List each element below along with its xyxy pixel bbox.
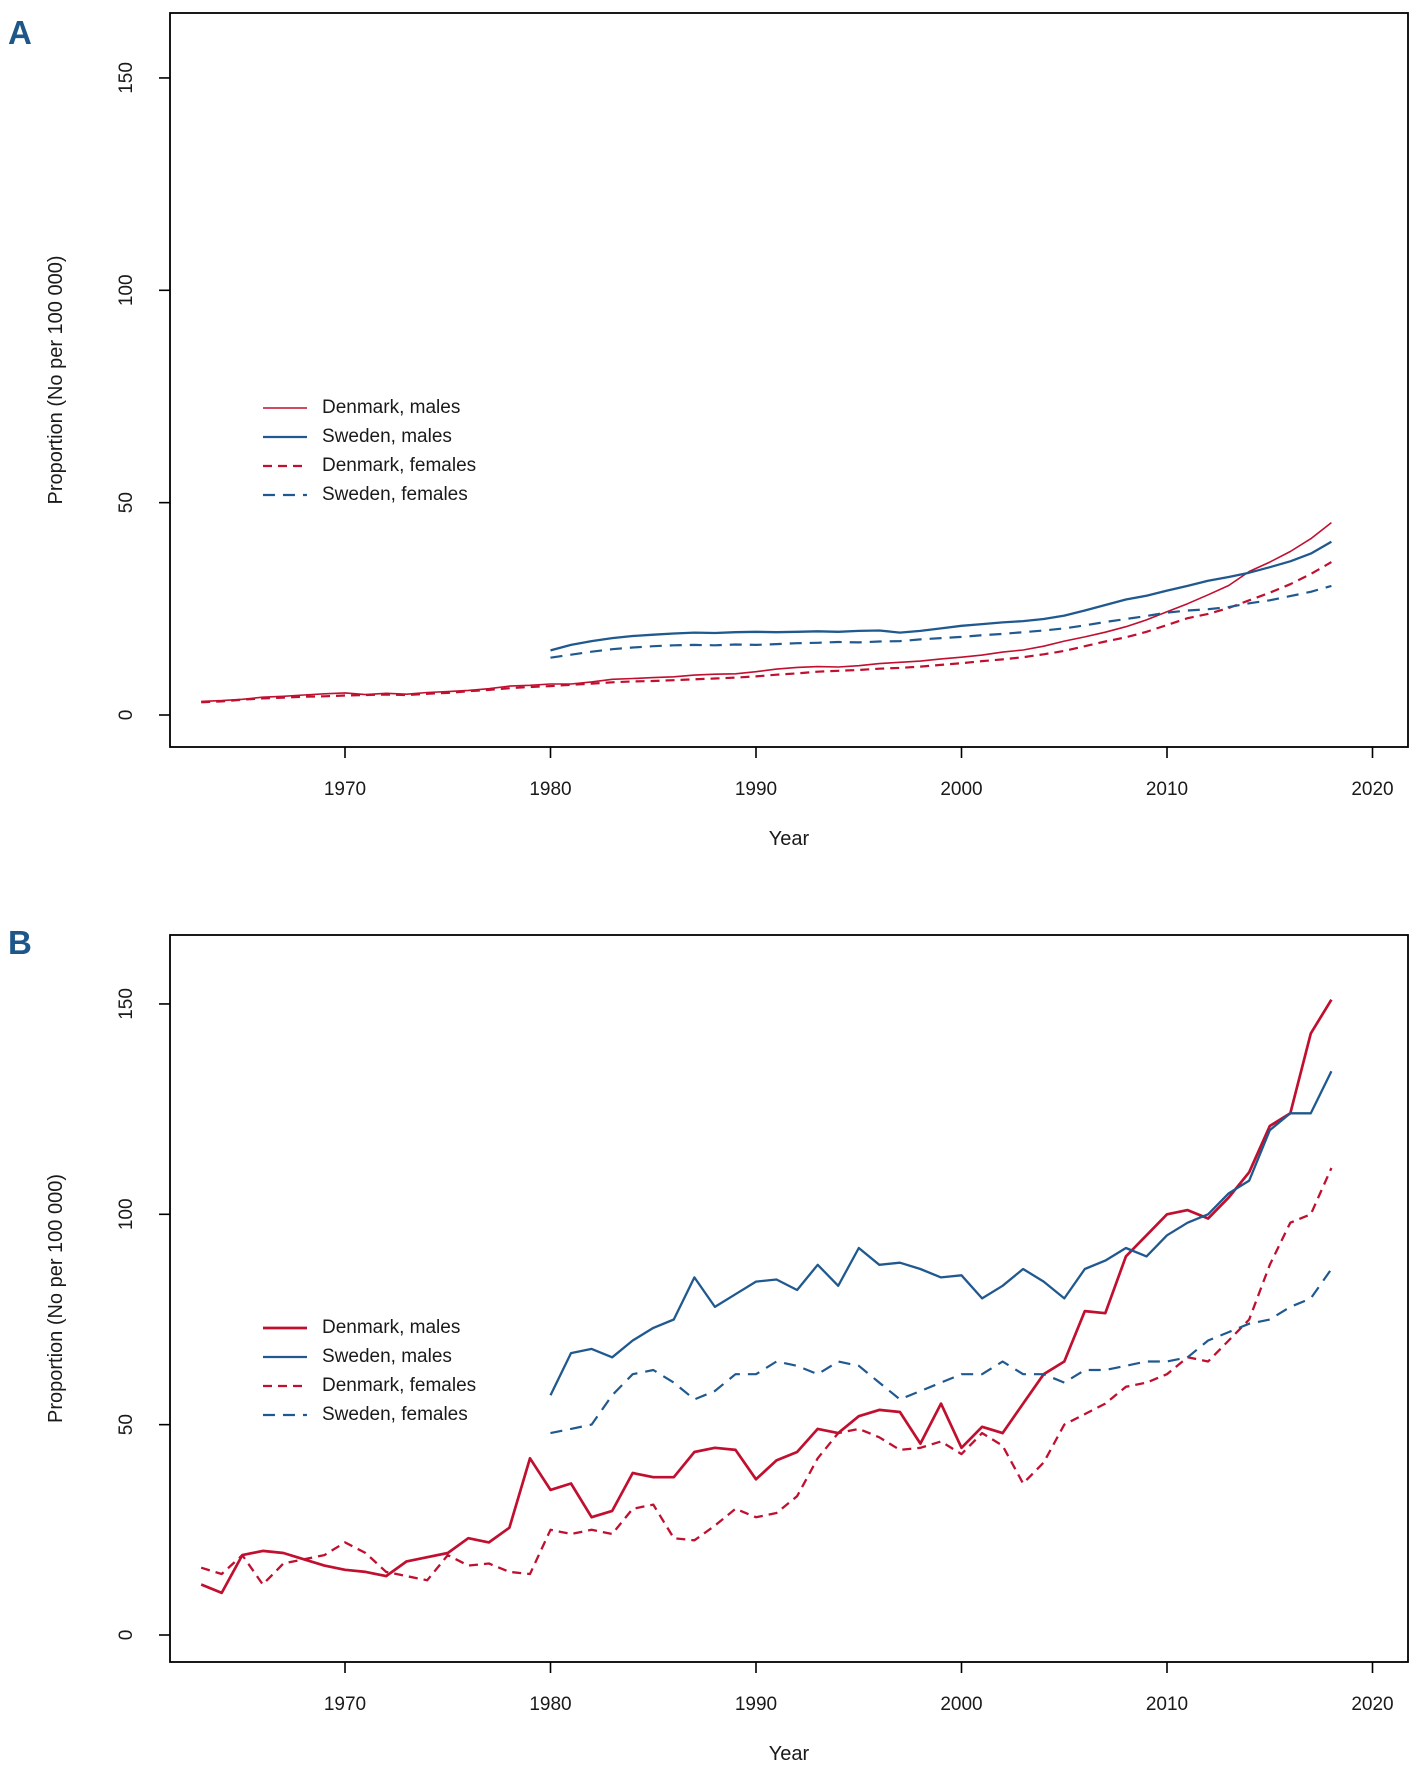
- legend-label: Sweden, females: [322, 1403, 468, 1425]
- legend-label: Sweden, males: [322, 425, 452, 447]
- legend-label: Denmark, females: [322, 454, 477, 476]
- x-tick-label: 1970: [324, 1694, 366, 1715]
- x-tick-label: 2000: [940, 779, 982, 800]
- legend-item-denmark-females: Denmark, females: [262, 451, 476, 480]
- sweden-males-line-sample: [263, 435, 307, 438]
- series-denmark-males: [200, 998, 1333, 1595]
- denmark-females-line-sample: [263, 1384, 307, 1387]
- legend-item-denmark-males: Denmark, males: [262, 393, 476, 422]
- legend-label: Denmark, males: [322, 1316, 461, 1338]
- legend-label: Denmark, females: [322, 1374, 477, 1396]
- plot-border: [169, 12, 1409, 748]
- denmark-males-line-sample: [263, 406, 307, 409]
- y-tick-label: 100: [116, 274, 137, 306]
- y-tick-label: 100: [116, 1198, 137, 1230]
- x-tick-label: 1970: [324, 779, 366, 800]
- legend-label: Denmark, males: [322, 396, 461, 418]
- x-tick-label: 1990: [735, 1694, 777, 1715]
- y-tick-label: 150: [116, 62, 137, 94]
- y-axis-title: Proportion (No per 100 000): [45, 1174, 67, 1423]
- legend-item-sweden-males: Sweden, males: [262, 422, 476, 451]
- legend-item-sweden-females: Sweden, females: [262, 480, 476, 509]
- y-tick-label: 50: [116, 492, 137, 513]
- y-tick-label: 150: [116, 988, 137, 1020]
- x-tick-label: 2020: [1351, 779, 1393, 800]
- x-tick-label: 2000: [940, 1694, 982, 1715]
- y-tick-label: 50: [116, 1414, 137, 1435]
- legend-item-sweden-females: Sweden, females: [262, 1400, 476, 1429]
- y-tick-label: 0: [116, 710, 137, 721]
- series-sweden-females: [550, 584, 1332, 659]
- panel-b-plot: 1970 1980 1990 2000 2010 2020 0 50 100 150 Year Pro…: [45, 934, 1409, 1765]
- x-tick-label: 1990: [735, 779, 777, 800]
- sweden-females-line-sample: [263, 1413, 307, 1416]
- plot-border: [169, 934, 1409, 1663]
- legend-item-sweden-males: Sweden, males: [262, 1342, 476, 1371]
- legend-item-denmark-males: Denmark, males: [262, 1313, 476, 1342]
- legend-item-denmark-females: Denmark, females: [262, 1371, 476, 1400]
- legend-label: Sweden, females: [322, 483, 468, 505]
- x-axis-title: Year: [769, 828, 810, 850]
- sweden-males-line-sample: [263, 1355, 307, 1358]
- sweden-females-line-sample: [263, 493, 307, 496]
- series-denmark-females: [201, 561, 1332, 704]
- panel-b-legend: Denmark, males Sweden, males Denmark, fe…: [262, 1313, 476, 1429]
- x-tick-label: 2010: [1146, 779, 1188, 800]
- series-sweden-males: [550, 540, 1332, 652]
- panel-a-legend: Denmark, males Sweden, males Denmark, fe…: [262, 393, 476, 509]
- panel-b-label: B: [8, 924, 32, 961]
- denmark-males-line-sample: [263, 1326, 307, 1329]
- series-sweden-females: [550, 1268, 1333, 1435]
- denmark-females-line-sample: [263, 464, 307, 467]
- y-axis-title: Proportion (No per 100 000): [45, 255, 67, 504]
- x-axis-title: Year: [769, 1743, 810, 1765]
- y-tick-label: 0: [116, 1630, 137, 1641]
- panel-a-label: A: [8, 14, 32, 51]
- x-tick-label: 2010: [1146, 1694, 1188, 1715]
- series-denmark-males: [201, 521, 1332, 703]
- legend-label: Sweden, males: [322, 1345, 452, 1367]
- panel-a-plot: 1970 1980 1990 2000 2010 2020 0 50 100 150 Year Pro…: [45, 12, 1409, 850]
- x-tick-label: 1980: [529, 779, 571, 800]
- x-tick-label: 1980: [529, 1694, 571, 1715]
- series-sweden-males: [549, 1070, 1333, 1396]
- x-tick-label: 2020: [1351, 1694, 1393, 1715]
- series-denmark-females: [200, 1167, 1333, 1586]
